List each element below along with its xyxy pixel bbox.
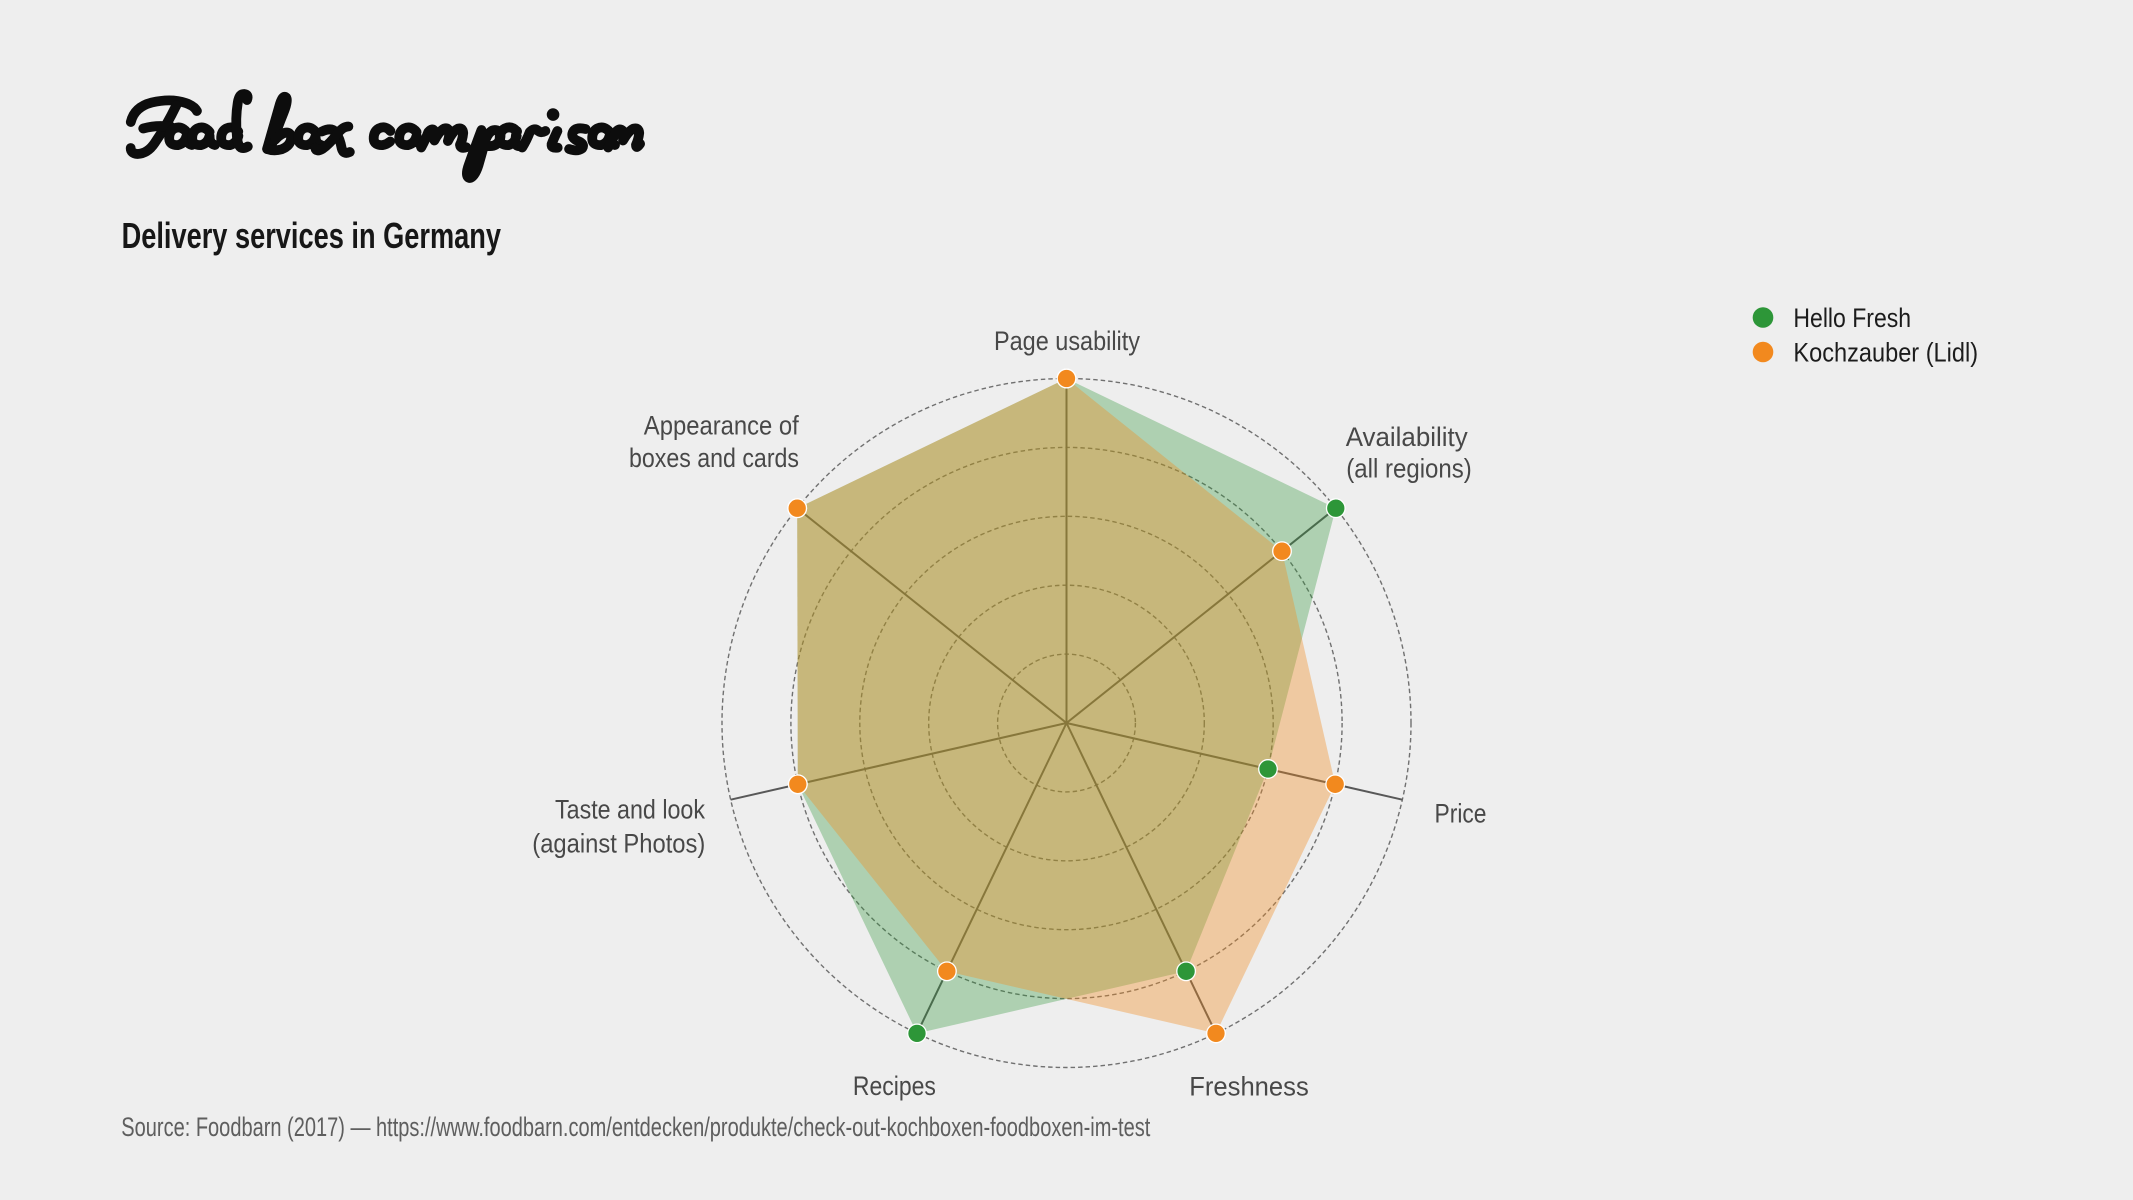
svg-text:Taste and look: Taste and look — [555, 794, 705, 824]
svg-text:Hello Fresh: Hello Fresh — [1793, 303, 1911, 333]
svg-text:Page usability: Page usability — [994, 326, 1140, 356]
svg-text:Kochzauber (Lidl): Kochzauber (Lidl) — [1793, 338, 1978, 368]
svg-text:Price: Price — [1435, 798, 1487, 828]
svg-text:Availability: Availability — [1346, 422, 1468, 452]
svg-text:Source: Foodbarn (2017) — http: Source: Foodbarn (2017) — https://www.fo… — [121, 1112, 1150, 1142]
svg-text:Appearance of: Appearance of — [644, 411, 799, 441]
svg-text:boxes and cards: boxes and cards — [629, 443, 799, 473]
svg-text:(against Photos): (against Photos) — [532, 828, 705, 858]
svg-text:Recipes: Recipes — [853, 1071, 936, 1101]
svg-text:Freshness: Freshness — [1189, 1072, 1309, 1102]
svg-text:Delivery services in Germany: Delivery services in Germany — [122, 215, 501, 256]
svg-text:(all regions): (all regions) — [1346, 454, 1472, 484]
